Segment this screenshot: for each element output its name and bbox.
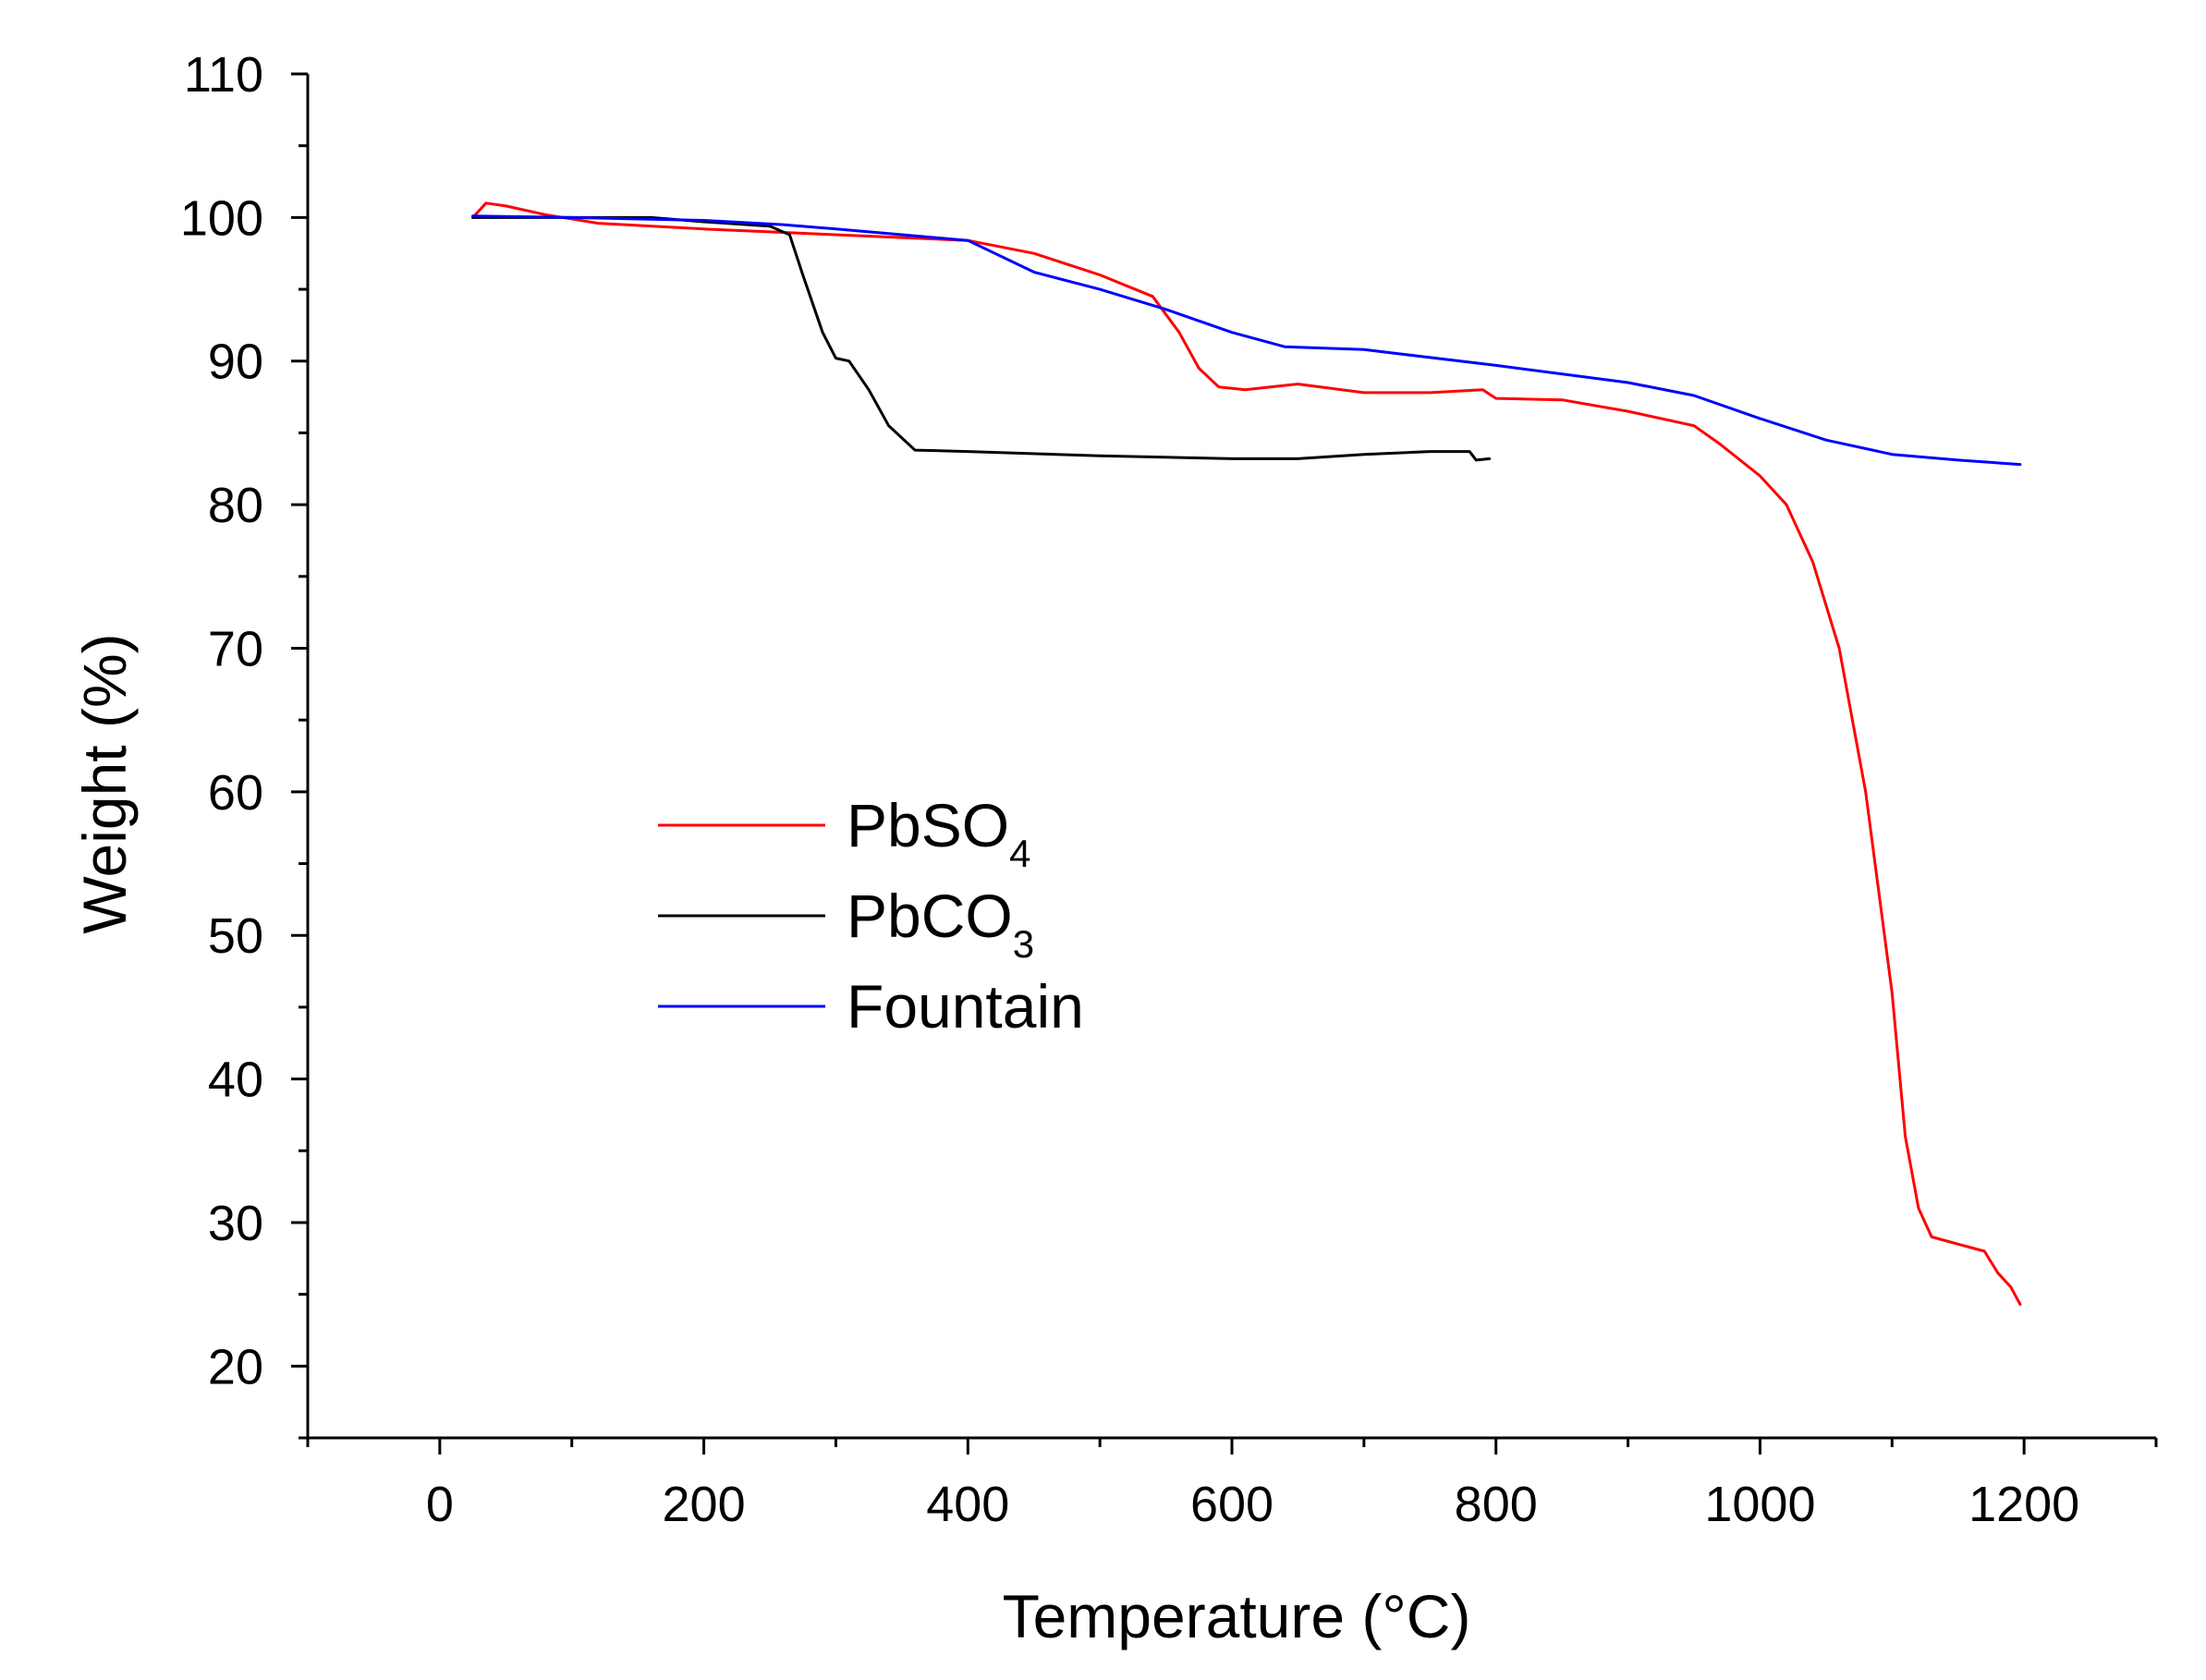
legend-label-main: PbCO [847,882,1013,950]
y-tick-label: 110 [184,47,263,103]
x-tick-label: 200 [663,1477,746,1532]
x-axis-title: Temperature (°C) [1003,1582,1471,1650]
y-tick-label: 90 [208,335,263,390]
series-line-pbco3 [471,215,1492,462]
y-tick-label: 60 [208,765,263,821]
y-tick-label: 50 [208,908,263,964]
legend-label-fountain: Fountain [847,972,1084,1041]
axes [306,74,2156,1440]
series-lines [471,201,2022,1306]
legend-label-subscript: 3 [1013,922,1034,966]
y-tick-label: 30 [208,1196,263,1251]
y-axis-title: Weight (%) [70,633,139,933]
legend-label-pbso4: PbSO4 [847,791,1030,875]
x-tick-label: 600 [1190,1477,1274,1532]
x-tick-label: 400 [926,1477,1009,1532]
y-tick-label: 70 [208,621,263,676]
y-tick-label: 100 [180,190,263,246]
y-tick-label: 40 [208,1053,263,1108]
legend-label-pbco3: PbCO3 [847,882,1034,966]
legend-label-subscript: 4 [1009,832,1030,875]
y-tick-label: 20 [208,1339,263,1394]
x-tick-label: 1200 [1968,1477,2079,1532]
y-axis-ticks: 20 30 40 50 60 70 80 90 100 110 [180,47,308,1440]
legend-label-main: PbSO [847,791,1009,859]
series-line-fountain [471,214,2022,467]
x-axis-ticks: 0 200 400 600 800 1000 1200 [306,1438,2158,1532]
y-tick-label: 80 [208,478,263,533]
x-tick-label: 0 [426,1477,454,1532]
x-tick-label: 800 [1455,1477,1538,1532]
legend-label-main: Fountain [847,972,1084,1041]
x-tick-label: 1000 [1704,1477,1815,1532]
series-line-pbso4 [471,201,2022,1306]
